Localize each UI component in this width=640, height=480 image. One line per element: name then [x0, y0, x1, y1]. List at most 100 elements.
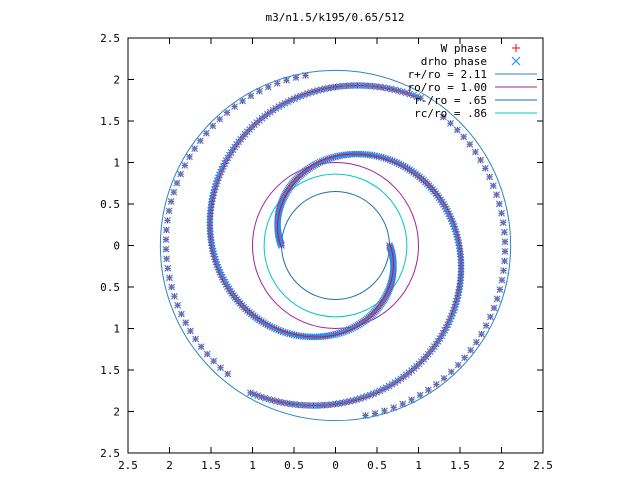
y-tick-label: 2.5	[100, 32, 120, 45]
x-tick-label: 2	[498, 459, 505, 472]
data-point	[460, 133, 468, 141]
data-point	[439, 113, 447, 121]
data-point	[165, 207, 173, 215]
data-point	[478, 330, 485, 338]
data-point	[310, 88, 318, 95]
data-point	[192, 335, 200, 343]
data-point	[264, 83, 272, 91]
data-point	[493, 295, 501, 303]
data-point	[501, 257, 508, 265]
data-point	[362, 412, 369, 419]
axis-ticks: 2.5 2 1.5 1 0.5 0 0.5 1 1.5 2 2.52.521.510.500.511…	[100, 32, 553, 472]
data-point	[371, 409, 379, 417]
legend-label: ro/ro = 1.00	[408, 81, 487, 94]
data-point	[489, 182, 497, 190]
data-point	[191, 145, 199, 153]
data-point	[501, 238, 509, 246]
data-point	[216, 115, 224, 123]
y-tick-label: 0.5	[100, 198, 120, 211]
data-point	[231, 103, 239, 111]
legend-entry: drho phase	[421, 55, 521, 68]
data-point	[390, 404, 398, 412]
x-tick-label: 1.5	[450, 459, 470, 472]
x-tick-label: 1	[249, 459, 256, 472]
legend-label: drho phase	[421, 55, 487, 68]
data-point	[257, 393, 265, 401]
data-point	[174, 301, 182, 309]
y-tick-label: 0	[113, 240, 120, 253]
data-point	[164, 216, 171, 224]
data-point	[217, 364, 224, 372]
legend-entry: r-/ro = .65	[414, 94, 537, 107]
data-point	[416, 391, 424, 399]
data-point	[209, 122, 217, 130]
data-point	[186, 153, 193, 161]
data-point	[166, 274, 173, 282]
data-point	[163, 226, 170, 234]
data-point	[481, 164, 489, 172]
data-point	[482, 322, 490, 330]
data-point	[381, 407, 388, 415]
x-tick-label: 0.5	[284, 459, 304, 472]
data-point	[210, 357, 218, 365]
data-point	[440, 374, 448, 382]
data-point	[168, 283, 176, 291]
data-point	[496, 286, 504, 293]
y-tick-label: 2	[113, 406, 120, 419]
data-point	[447, 368, 455, 376]
x-tick-label: 1	[415, 459, 422, 472]
data-point	[395, 160, 403, 168]
data-point	[466, 140, 474, 148]
data-point	[178, 310, 185, 318]
data-point	[471, 148, 479, 156]
data-point	[498, 209, 505, 217]
data-point	[399, 400, 407, 408]
data-point	[254, 392, 262, 400]
data-point	[447, 119, 454, 127]
data-point	[472, 338, 480, 346]
data-point	[162, 245, 170, 253]
data-point	[239, 97, 247, 105]
x-tick-label: 2	[166, 459, 173, 472]
reference-circle	[281, 191, 390, 300]
data-point	[202, 129, 210, 137]
data-point	[493, 191, 501, 199]
data-point	[203, 350, 211, 358]
y-tick-label: 0.5	[100, 281, 120, 294]
y-tick-label: 1	[113, 157, 120, 170]
data-point	[181, 161, 189, 169]
data-point	[424, 386, 432, 394]
data-point	[162, 236, 170, 244]
data-point	[247, 389, 254, 397]
data-point	[224, 370, 232, 378]
data-point	[173, 179, 181, 187]
x-tick-label: 2.5	[118, 459, 138, 472]
reference-circle	[252, 162, 419, 329]
y-tick-label: 2	[113, 74, 120, 87]
legend-swatch	[511, 56, 521, 66]
data-point	[197, 343, 205, 351]
x-tick-label: 2.5	[533, 459, 553, 472]
data-point	[432, 380, 440, 388]
data-point	[453, 126, 461, 134]
legend-entry: r+/ro = 2.11	[408, 68, 537, 81]
data-point	[223, 109, 231, 117]
data-point	[302, 72, 309, 79]
data-point	[164, 264, 172, 272]
data-point	[292, 74, 300, 82]
data-point	[477, 156, 485, 164]
data-point	[182, 319, 190, 327]
data-point	[499, 219, 507, 227]
data-point	[283, 76, 290, 84]
data-point	[501, 247, 509, 255]
x-tick-label: 1.5	[201, 459, 221, 472]
y-tick-label: 1	[113, 323, 120, 336]
data-point	[408, 396, 416, 404]
x-tick-label: 0	[332, 459, 339, 472]
data-point	[196, 137, 204, 145]
data-point	[498, 276, 506, 284]
data-point	[500, 267, 507, 275]
legend-entry: ro/ro = 1.00	[408, 81, 537, 94]
